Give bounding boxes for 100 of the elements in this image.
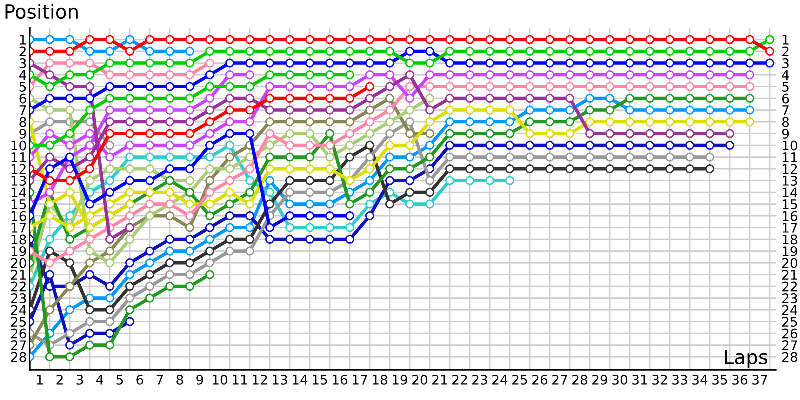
point — [105, 152, 115, 162]
point — [645, 152, 655, 162]
point — [465, 58, 475, 68]
point — [245, 152, 255, 162]
point — [185, 46, 195, 56]
y2-tick-label: 5 — [782, 82, 789, 92]
point — [585, 82, 595, 92]
point — [285, 58, 295, 68]
point — [205, 188, 215, 198]
point — [665, 82, 675, 92]
point — [185, 106, 195, 115]
x-tick-label: 28 — [572, 374, 588, 385]
point — [505, 46, 515, 56]
y2-tick-label: 17 — [783, 223, 798, 233]
point — [605, 129, 615, 138]
point — [325, 212, 335, 221]
point — [205, 246, 215, 256]
point — [165, 212, 175, 221]
point — [465, 70, 475, 80]
x-tick-label: 32 — [652, 374, 668, 385]
point — [145, 106, 155, 115]
point — [605, 141, 615, 150]
point — [405, 164, 415, 174]
point — [685, 82, 695, 92]
point — [45, 152, 55, 162]
point — [625, 46, 635, 56]
y2-tick-label: 13 — [783, 176, 798, 186]
point — [525, 94, 535, 104]
point — [605, 106, 615, 115]
y2-tick-label: 1 — [783, 35, 789, 45]
point — [225, 141, 235, 150]
point — [125, 317, 135, 326]
point — [205, 82, 215, 92]
point — [725, 129, 735, 138]
point — [725, 70, 735, 80]
point — [65, 106, 75, 115]
point — [425, 176, 435, 186]
point — [285, 118, 295, 127]
point — [445, 118, 455, 127]
point — [225, 223, 235, 232]
point — [665, 106, 675, 115]
point — [645, 82, 655, 92]
point — [105, 294, 115, 303]
point — [305, 82, 315, 92]
x-axis-title: Laps — [725, 350, 768, 368]
point — [705, 70, 715, 80]
x-tick-label: 4 — [96, 375, 104, 385]
y-tick-label: 21 — [11, 270, 26, 280]
point — [265, 152, 275, 162]
point — [505, 106, 515, 115]
point — [385, 141, 395, 150]
point — [545, 152, 555, 162]
point — [345, 58, 355, 68]
point — [305, 46, 315, 56]
y-tick-label: 4 — [19, 70, 26, 80]
point — [45, 141, 55, 150]
point — [245, 129, 255, 138]
point — [605, 94, 615, 104]
x-tick-label: 19 — [393, 374, 408, 385]
point — [645, 46, 655, 56]
point — [385, 58, 395, 68]
point — [145, 58, 155, 68]
point — [125, 152, 135, 162]
point — [265, 106, 275, 115]
point — [345, 46, 355, 56]
point — [65, 306, 75, 315]
point — [665, 141, 675, 150]
point — [625, 118, 635, 127]
point — [105, 258, 115, 268]
x-tick-label: 9 — [196, 374, 204, 385]
point — [725, 141, 735, 150]
point — [125, 82, 135, 92]
point — [205, 270, 215, 280]
point — [245, 176, 255, 186]
point — [725, 118, 735, 127]
point — [145, 270, 155, 280]
point — [445, 82, 455, 92]
point — [605, 164, 615, 174]
point — [625, 129, 635, 138]
point — [365, 118, 375, 127]
point — [105, 282, 115, 292]
point — [285, 188, 295, 198]
x-tick-label: 23 — [472, 374, 488, 385]
y2-tick-label: 19 — [783, 246, 798, 256]
point — [405, 118, 415, 127]
point — [505, 70, 515, 80]
x-tick-label: 22 — [452, 374, 468, 385]
y-tick-label: 11 — [12, 152, 26, 162]
point — [185, 270, 195, 280]
point — [545, 58, 555, 68]
point — [105, 235, 115, 244]
point — [465, 176, 475, 186]
point — [45, 129, 55, 138]
point — [165, 188, 175, 198]
point — [485, 82, 495, 92]
x-tick-label: 30 — [612, 374, 628, 385]
y-tick-label: 3 — [20, 58, 26, 68]
point — [305, 58, 315, 68]
point — [345, 35, 355, 44]
point — [365, 70, 375, 80]
